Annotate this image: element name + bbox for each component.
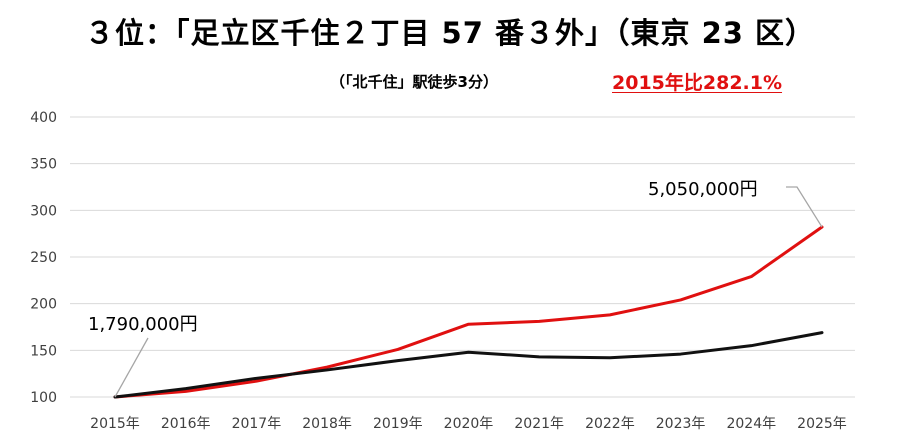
x-tick-label: 2022年: [585, 416, 635, 432]
y-tick-label: 400: [30, 110, 57, 126]
series-line-0: [113, 225, 824, 399]
x-tick-label: 2021年: [514, 416, 564, 432]
growth-badge: 2015年比282.1%: [612, 72, 783, 94]
y-tick-label: 300: [30, 203, 57, 219]
annotation-leader: [786, 186, 823, 228]
x-tick-label: 2024年: [726, 416, 776, 432]
x-tick-label: 2023年: [656, 416, 706, 432]
x-axis-ticks: 2015年 2016年 2017年 2018年 2019年 2020年 2021年 2022年…: [90, 416, 847, 432]
x-tick-label: 2015年: [90, 416, 140, 432]
x-tick-label: 2025年: [797, 416, 847, 432]
annotation-label: 1,790,000円: [88, 314, 198, 335]
x-tick-label: 2020年: [444, 416, 494, 432]
y-tick-label: 100: [30, 390, 57, 406]
y-axis-ticks: 100 150 200 250 300 350 400: [30, 110, 57, 406]
annotation-label: 5,050,000円: [648, 179, 758, 200]
x-tick-label: 2016年: [161, 416, 211, 432]
chart-subtitle: （「北千住」駅徒歩3分）: [330, 73, 498, 91]
gridlines: [70, 116, 855, 398]
y-tick-label: 350: [30, 157, 57, 173]
annotation-leader: [114, 337, 149, 398]
chart-title: ３位：「足立区千住２丁目 57 番３外」（東京 23 区）: [84, 16, 816, 50]
y-tick-label: 150: [30, 343, 57, 359]
series-line-1: [113, 331, 824, 399]
annotations: 1,790,000円 5,050,000円: [88, 179, 823, 398]
x-tick-label: 2018年: [302, 416, 352, 432]
x-tick-label: 2017年: [232, 416, 282, 432]
y-tick-label: 250: [30, 250, 57, 266]
y-tick-label: 200: [30, 297, 57, 313]
series-lines: [113, 225, 824, 399]
x-tick-label: 2019年: [373, 416, 423, 432]
